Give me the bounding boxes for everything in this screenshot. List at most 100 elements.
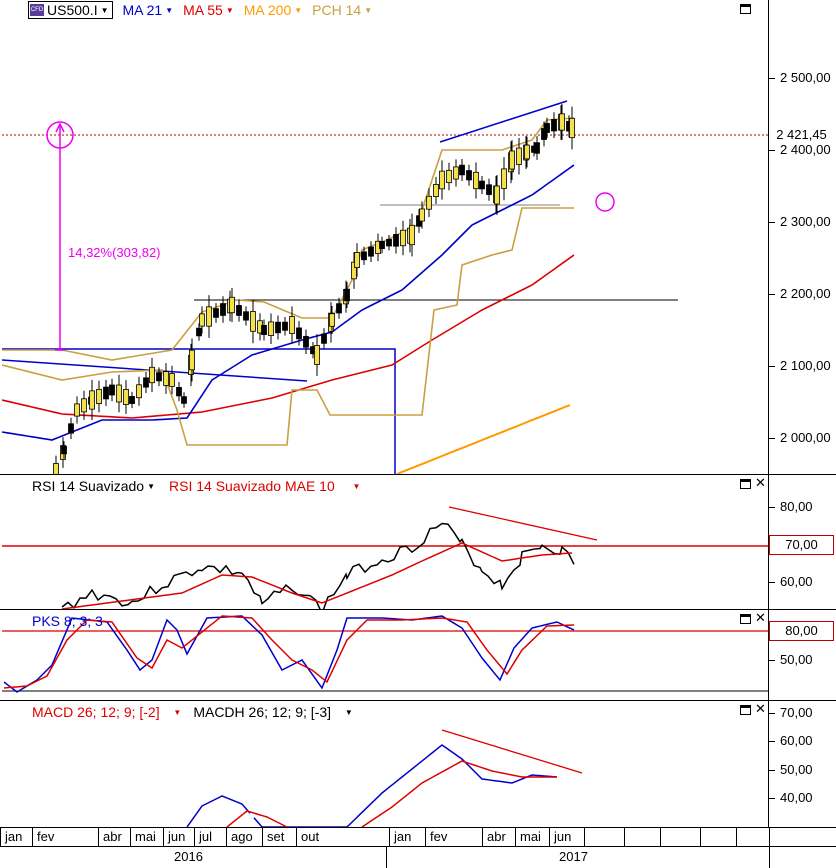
macd-line [253,744,558,827]
chevron-down-icon: ▼ [352,481,361,491]
legend-pch14[interactable]: PCH 14 ▼ [312,2,373,18]
month-tick [584,828,585,846]
chevron-down-icon: ▼ [344,707,353,717]
legend-rsi-mae[interactable]: RSI 14 Suavizado MAE 10 ▼ [169,478,361,494]
candle [206,306,212,327]
candle [544,123,550,133]
maximize-pane-button[interactable] [740,479,751,489]
close-icon[interactable]: ✕ [755,701,766,716]
macd-y-axis[interactable]: 70,00 60,00 50,00 40,00 [769,701,836,827]
month-tick [425,828,426,846]
candle [559,113,565,131]
rsi-plot-area[interactable] [2,475,769,609]
pks-plot-area[interactable] [2,610,769,700]
month-tick [624,828,625,846]
candle [68,423,74,434]
candle [136,384,142,399]
month-tick [660,828,661,846]
candle [486,184,492,195]
legend-pks[interactable]: PKS 8; 3; 3 [32,613,103,629]
candle [509,150,515,170]
candle [314,345,320,365]
range-box [2,348,396,474]
month-tick [515,828,516,846]
price-pane[interactable]: 14,32%(303,82) CFD US500.I ▼ MA 21 ▼ MA 5… [0,0,836,474]
ma55-line [2,254,575,419]
candle [400,229,406,247]
maximize-pane-button[interactable] [740,614,751,624]
pks-legend: PKS 8; 3; 3 [32,612,103,630]
divergence-line [441,729,583,774]
legend-ma21[interactable]: MA 21 ▼ [122,2,174,18]
month-label: mai [520,829,541,844]
pch-upper-line [2,117,575,361]
pks-y-axis[interactable]: 50,00 [769,610,836,700]
candle [419,208,425,222]
price-plot-area[interactable]: 14,32%(303,82) [2,0,769,474]
rsi-mae-line [61,542,573,609]
close-icon[interactable]: ✕ [755,610,766,625]
legend-ma55[interactable]: MA 55 ▼ [183,2,234,18]
signal-line [361,760,557,827]
month-tick [130,828,131,846]
month-label: jul [199,829,213,844]
candle [321,333,327,344]
chevron-down-icon: ▼ [225,5,234,15]
pks-chart [2,615,768,693]
candle [303,335,309,348]
candle [296,327,302,340]
month-tick [736,828,737,846]
symbol-selector[interactable]: CFD US500.I ▼ [28,1,113,19]
month-tick [549,828,550,846]
candle [156,372,162,382]
pane-divider[interactable] [0,700,836,701]
legend-rsi[interactable]: RSI 14 Suavizado ▼ [32,478,155,494]
candle [361,251,367,261]
chevron-down-icon: ▼ [147,481,155,491]
rsi-y-axis[interactable]: 80,00 60,00 [769,475,836,609]
candle [282,321,288,331]
month-label: out [301,829,320,844]
pane-divider[interactable] [0,474,836,475]
pane-divider[interactable] [0,609,836,610]
candle [213,308,219,318]
axis-corner-divider [769,828,770,868]
candle [61,445,67,455]
month-label: jun [168,829,186,844]
signal-line [226,810,288,827]
candle [329,313,335,327]
candle [393,234,399,247]
pks-pane[interactable]: PKS 8; 3; 3 ✕ 50,00 80,00 [0,610,836,700]
candle [336,303,342,314]
divergence-line [448,506,598,541]
candle [409,224,415,246]
year-label-2017: 2017 [559,849,588,864]
price-y-axis[interactable]: 2 500,00 2 400,00 2 300,00 2 200,00 2 10… [769,0,836,474]
candle [501,168,507,189]
month-label: ago [231,829,253,844]
macd-legend: MACD 26; 12; 9; [-2] ▼ MACDH 26; 12; 9; … [32,703,353,721]
time-axis[interactable]: 2016 2017 jan fev abr mai jun jul ago set out jan… [0,828,836,868]
candle [116,384,122,403]
month-tick [700,828,701,846]
macd-pane[interactable]: MACD 26; 12; 9; [-2] ▼ MACDH 26; 12; 9; … [0,701,836,827]
macd-line [186,795,251,827]
rsi-chart [2,506,768,609]
candle [196,327,202,337]
legend-macdh[interactable]: MACDH 26; 12; 9; [-3] ▼ [193,704,353,720]
maximize-pane-button[interactable] [740,4,751,14]
maximize-pane-button[interactable] [740,705,751,715]
legend-macd[interactable]: MACD 26; 12; 9; [-2] ▼ [32,704,182,720]
rsi-level-label: 70,00 [769,535,834,555]
pks-d-line [3,615,575,689]
month-tick [262,828,263,846]
candle [149,366,155,384]
rsi-legend: RSI 14 Suavizado ▼ RSI 14 Suavizado MAE 1… [32,477,360,495]
month-tick [482,828,483,846]
rsi-pane[interactable]: RSI 14 Suavizado ▼ RSI 14 Suavizado MAE 1… [0,475,836,609]
month-label: abr [103,829,122,844]
month-label: fev [37,829,55,844]
legend-ma200[interactable]: MA 200 ▼ [243,2,303,18]
close-icon[interactable]: ✕ [755,475,766,490]
macd-plot-area[interactable] [2,701,769,827]
